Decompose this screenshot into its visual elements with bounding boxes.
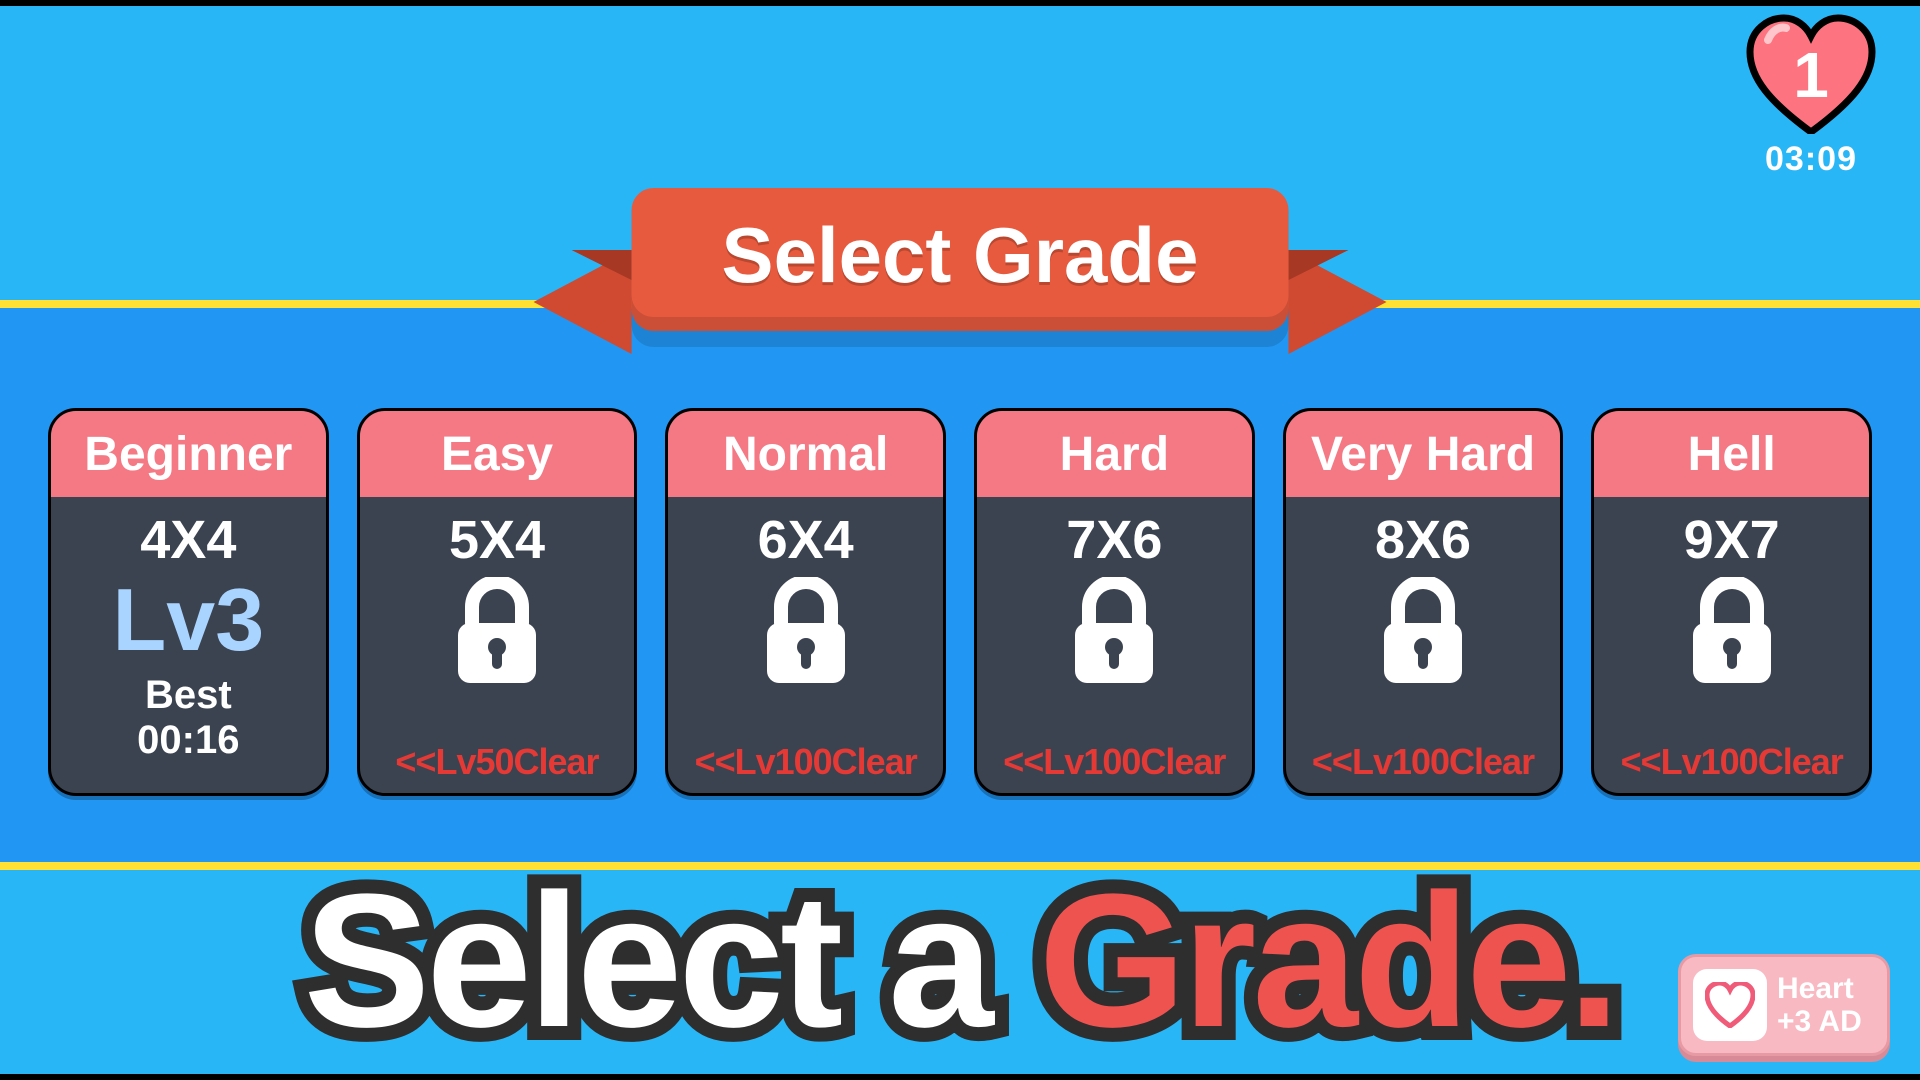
card-unlock-requirement: <<Lv100Clear (695, 741, 917, 783)
card-level: Lv3 (113, 569, 265, 671)
card-unlock-requirement: <<Lv100Clear (1621, 741, 1843, 783)
ribbon-tail-right (1288, 250, 1386, 354)
lock-icon (761, 577, 851, 687)
card-body: 9X7 <<Lv100Clear (1594, 497, 1869, 793)
grade-card-hell[interactable]: Hell9X7 <<Lv100Clear (1591, 408, 1872, 796)
card-grid-size: 4X4 (140, 509, 236, 571)
lock-icon (1687, 577, 1777, 687)
letterbox-top (0, 0, 1920, 6)
grade-card-row: Beginner4X4Lv3Best00:16Easy5X4 <<Lv50Cle… (0, 408, 1920, 796)
card-unlock-requirement: <<Lv50Clear (395, 741, 598, 783)
card-best-label: Best (145, 673, 232, 718)
card-unlock-requirement: <<Lv100Clear (1312, 741, 1534, 783)
grade-card-hard[interactable]: Hard7X6 <<Lv100Clear (974, 408, 1255, 796)
instruction-title-accent: Grade. (1039, 855, 1617, 1067)
letterbox-bottom (0, 1074, 1920, 1080)
heart-icon: 1 (1746, 14, 1876, 134)
card-body: 8X6 <<Lv100Clear (1286, 497, 1561, 793)
instruction-title: Select a Grade. (304, 852, 1617, 1070)
card-unlock-requirement: <<Lv100Clear (1003, 741, 1225, 783)
card-grid-size: 6X4 (758, 509, 854, 571)
heart-outline-icon (1693, 969, 1767, 1041)
heart-ad-button[interactable]: Heart +3 AD (1678, 954, 1890, 1056)
grade-card-easy[interactable]: Easy5X4 <<Lv50Clear (357, 408, 638, 796)
lock-icon (1378, 577, 1468, 687)
card-title: Normal (668, 411, 943, 497)
card-title: Very Hard (1286, 411, 1561, 497)
card-body: 5X4 <<Lv50Clear (360, 497, 635, 793)
card-grid-size: 9X7 (1684, 509, 1780, 571)
card-grid-size: 8X6 (1375, 509, 1471, 571)
card-grid-size: 5X4 (449, 509, 545, 571)
card-body: 7X6 <<Lv100Clear (977, 497, 1252, 793)
card-title: Hell (1594, 411, 1869, 497)
card-title: Easy (360, 411, 635, 497)
card-best-time: 00:16 (137, 718, 239, 763)
ad-line2: +3 AD (1777, 1005, 1862, 1038)
ad-line1: Heart (1777, 972, 1862, 1005)
lock-icon (452, 577, 542, 687)
card-grid-size: 7X6 (1066, 509, 1162, 571)
card-title: Beginner (51, 411, 326, 497)
card-body: 6X4 <<Lv100Clear (668, 497, 943, 793)
lives-display: 1 03:09 (1746, 14, 1876, 179)
ribbon-title: Select Grade (632, 188, 1289, 331)
instruction-title-part1: Select a (304, 855, 1039, 1067)
grade-card-normal[interactable]: Normal6X4 <<Lv100Clear (665, 408, 946, 796)
grade-card-very-hard[interactable]: Very Hard8X6 <<Lv100Clear (1283, 408, 1564, 796)
grade-card-beginner[interactable]: Beginner4X4Lv3Best00:16 (48, 408, 329, 796)
heart-timer: 03:09 (1746, 140, 1876, 179)
card-title: Hard (977, 411, 1252, 497)
ribbon-tail-left (534, 250, 632, 354)
card-body: 4X4Lv3Best00:16 (51, 497, 326, 793)
lock-icon (1069, 577, 1159, 687)
heart-count: 1 (1746, 14, 1876, 134)
ribbon-banner: Select Grade (632, 188, 1289, 331)
ad-button-text: Heart +3 AD (1777, 972, 1862, 1038)
